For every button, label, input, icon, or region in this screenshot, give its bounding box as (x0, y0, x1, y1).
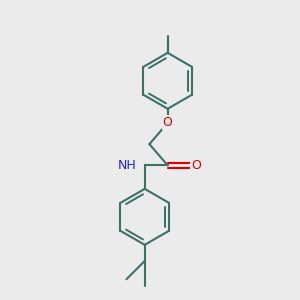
Text: O: O (163, 116, 172, 129)
Text: NH: NH (118, 159, 136, 172)
Text: O: O (191, 159, 201, 172)
